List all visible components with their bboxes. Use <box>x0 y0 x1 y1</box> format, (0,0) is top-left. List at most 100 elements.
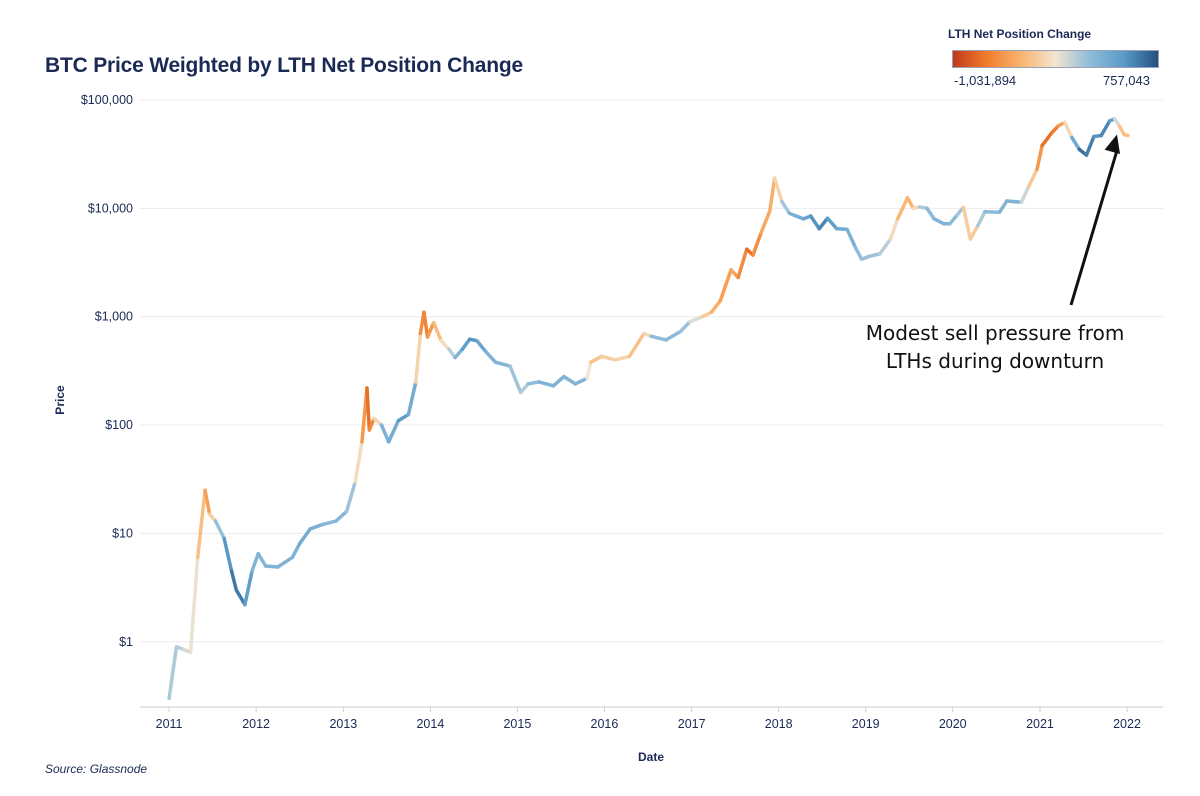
price-segment <box>808 214 821 231</box>
price-segment <box>243 569 254 607</box>
price-segment <box>997 199 1009 215</box>
x-tick-label: 2021 <box>1026 717 1054 731</box>
price-segment <box>932 217 946 226</box>
price-segment <box>736 247 749 280</box>
price-segment <box>664 329 683 342</box>
price-segment <box>585 360 593 381</box>
price-segment <box>439 338 451 352</box>
x-tick-label: 2013 <box>329 717 357 731</box>
price-segment <box>649 334 668 342</box>
price-segment <box>518 382 530 395</box>
annotation-line-2: LTHs during downturn <box>885 349 1105 373</box>
annotation-line-1: Modest sell pressure from <box>865 321 1125 345</box>
price-segment <box>297 527 312 546</box>
source-note: Source: Glassnode <box>45 762 148 776</box>
price-segment <box>508 364 523 395</box>
price-segment <box>414 331 423 384</box>
price-segment <box>834 226 849 232</box>
price-segment <box>396 412 411 423</box>
x-tick-label: 2020 <box>939 717 967 731</box>
price-segment <box>195 488 207 560</box>
price-segment <box>222 536 234 573</box>
price-segment <box>308 523 324 531</box>
price-segment <box>878 237 893 256</box>
price-segment <box>905 196 916 211</box>
x-tick-label: 2015 <box>503 717 531 731</box>
price-segment <box>613 354 632 362</box>
price-segment <box>888 217 900 241</box>
price-segment <box>1027 167 1039 188</box>
price-segment <box>365 386 372 432</box>
price-segment <box>709 299 723 314</box>
price-segment <box>751 230 764 257</box>
price-segment <box>453 347 465 360</box>
price-segment <box>1040 130 1054 148</box>
price-segment <box>256 551 268 568</box>
price-segment <box>961 205 973 241</box>
price-segment <box>867 252 882 259</box>
price-segment <box>344 479 358 514</box>
price-segment <box>353 440 364 484</box>
price-segment <box>1019 184 1031 204</box>
price-segment <box>493 360 512 368</box>
price-segment <box>367 416 376 432</box>
grid-lines <box>140 99 1163 643</box>
price-segment <box>718 268 733 303</box>
price-segment <box>1005 199 1024 204</box>
price-segment <box>599 354 617 362</box>
price-segment <box>1084 134 1096 157</box>
x-tick-label: 2019 <box>852 717 880 731</box>
price-segment <box>573 376 589 386</box>
price-segment <box>431 320 443 343</box>
price-segment <box>968 224 980 241</box>
price-segment <box>422 310 430 339</box>
x-axis-label: Date <box>638 750 664 764</box>
price-segment <box>483 349 498 364</box>
price-segment <box>1122 132 1130 138</box>
price-segment <box>526 380 541 386</box>
price-segment <box>334 509 349 523</box>
price-segment <box>1063 120 1074 140</box>
legend-max-label: 757,043 <box>1103 73 1150 88</box>
price-segment <box>475 338 488 353</box>
y-tick-label: $1,000 <box>95 310 133 324</box>
price-segment <box>386 418 401 444</box>
price-segment <box>229 569 239 592</box>
price-segment <box>759 209 772 235</box>
y-tick-label: $10 <box>112 526 133 540</box>
x-tick-label: 2011 <box>156 717 183 731</box>
price-segment <box>425 320 436 339</box>
legend-title: LTH Net Position Change <box>948 27 1092 41</box>
price-segment <box>627 331 646 359</box>
price-segment <box>551 374 566 388</box>
price-segment <box>1070 135 1082 152</box>
price-segment <box>203 488 212 517</box>
price-segment <box>1035 143 1044 171</box>
annotation-arrow-head <box>1104 134 1121 154</box>
legend-min-label: -1,031,894 <box>954 73 1017 88</box>
price-segment <box>948 213 960 226</box>
annotation-arrow-shaft <box>1069 150 1119 306</box>
y-axis-ticks: $1 $10 $100 $1,000 $10,000 $100,000 <box>81 93 133 649</box>
price-segment <box>263 564 280 569</box>
y-tick-label: $1 <box>119 635 133 649</box>
x-tick-label: 2018 <box>765 717 793 731</box>
annotation: Modest sell pressure from LTHs during do… <box>820 319 1170 375</box>
price-segment <box>853 246 864 261</box>
price-segment <box>983 210 1002 215</box>
price-segment <box>167 644 179 701</box>
price-segment <box>379 423 391 444</box>
price-segment <box>688 314 705 324</box>
price-segment <box>817 216 830 231</box>
x-tick-label: 2016 <box>591 717 619 731</box>
price-series <box>167 117 1130 701</box>
x-tick-label: 2022 <box>1113 717 1141 731</box>
color-scale-bar <box>952 50 1159 68</box>
price-segment <box>825 216 839 231</box>
price-segment <box>276 555 295 569</box>
x-tick-label: 2012 <box>242 717 270 731</box>
y-axis-label: Price <box>53 385 67 415</box>
price-segment <box>845 227 858 250</box>
price-segment <box>925 206 936 221</box>
